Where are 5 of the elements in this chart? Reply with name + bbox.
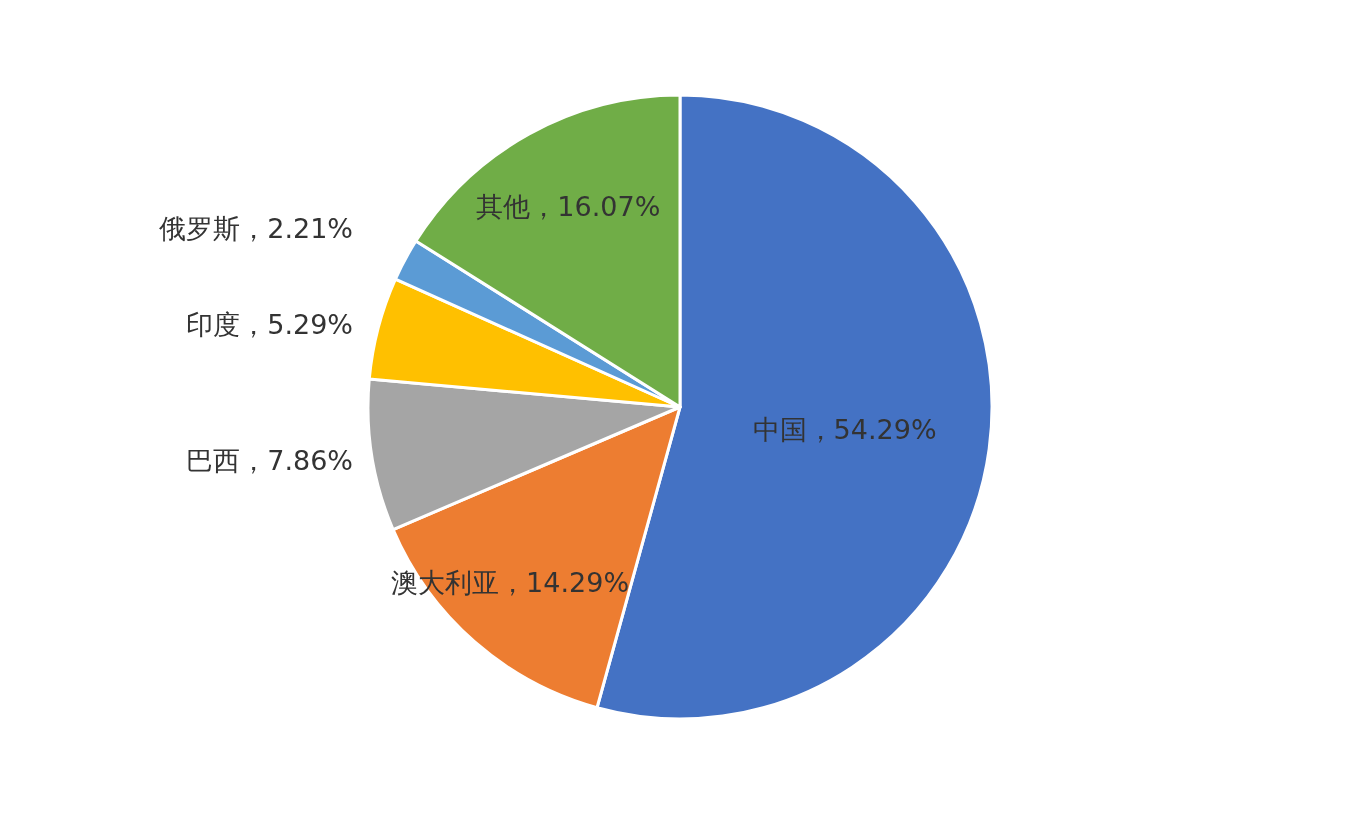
slice-label: 印度，5.29%: [186, 308, 353, 340]
slice-label: 中国，54.29%: [752, 413, 937, 445]
slice-label: 俄罗斯，2.21%: [159, 212, 353, 244]
slice-label: 巴西，7.86%: [186, 444, 353, 476]
slice-label: 其他，16.07%: [476, 190, 661, 222]
